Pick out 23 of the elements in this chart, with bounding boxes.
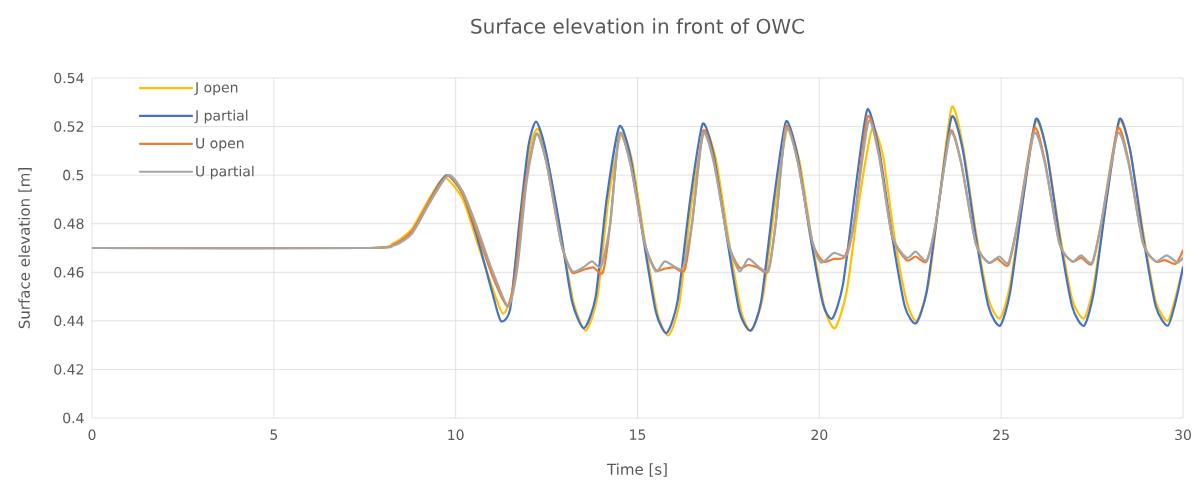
legend-label: J partial xyxy=(194,109,248,124)
y-tick-label: 0.5 xyxy=(63,169,84,181)
y-tick-label: 0.46 xyxy=(54,266,84,278)
x-tick-label: 5 xyxy=(270,429,278,440)
x-tick-label: 25 xyxy=(993,429,1009,441)
chart-title: Surface elevation in front of OWC xyxy=(471,18,804,34)
x-axis-title: Time [s] xyxy=(606,463,667,477)
x-tick-label: 30 xyxy=(1175,429,1191,441)
x-tick-label: 10 xyxy=(448,429,464,441)
y-tick-label: 0.44 xyxy=(54,315,84,327)
legend-label: U partial xyxy=(196,165,254,180)
y-tick-label: 0.54 xyxy=(54,72,84,84)
line-series xyxy=(429,108,1183,335)
x-tick-label: 20 xyxy=(811,429,828,441)
y-tick-label: 0.42 xyxy=(54,364,84,375)
legend-label: U open xyxy=(196,137,244,152)
y-tick-label: 0.4 xyxy=(63,412,84,424)
x-tick-label: 0 xyxy=(88,429,96,441)
y-axis-title: Surface elevation [m] xyxy=(18,168,32,329)
y-tick-label: 0.52 xyxy=(54,121,84,132)
y-tick-label: 0.48 xyxy=(54,218,84,230)
legend-label: J open xyxy=(194,82,238,96)
x-tick-label: 15 xyxy=(630,429,646,440)
